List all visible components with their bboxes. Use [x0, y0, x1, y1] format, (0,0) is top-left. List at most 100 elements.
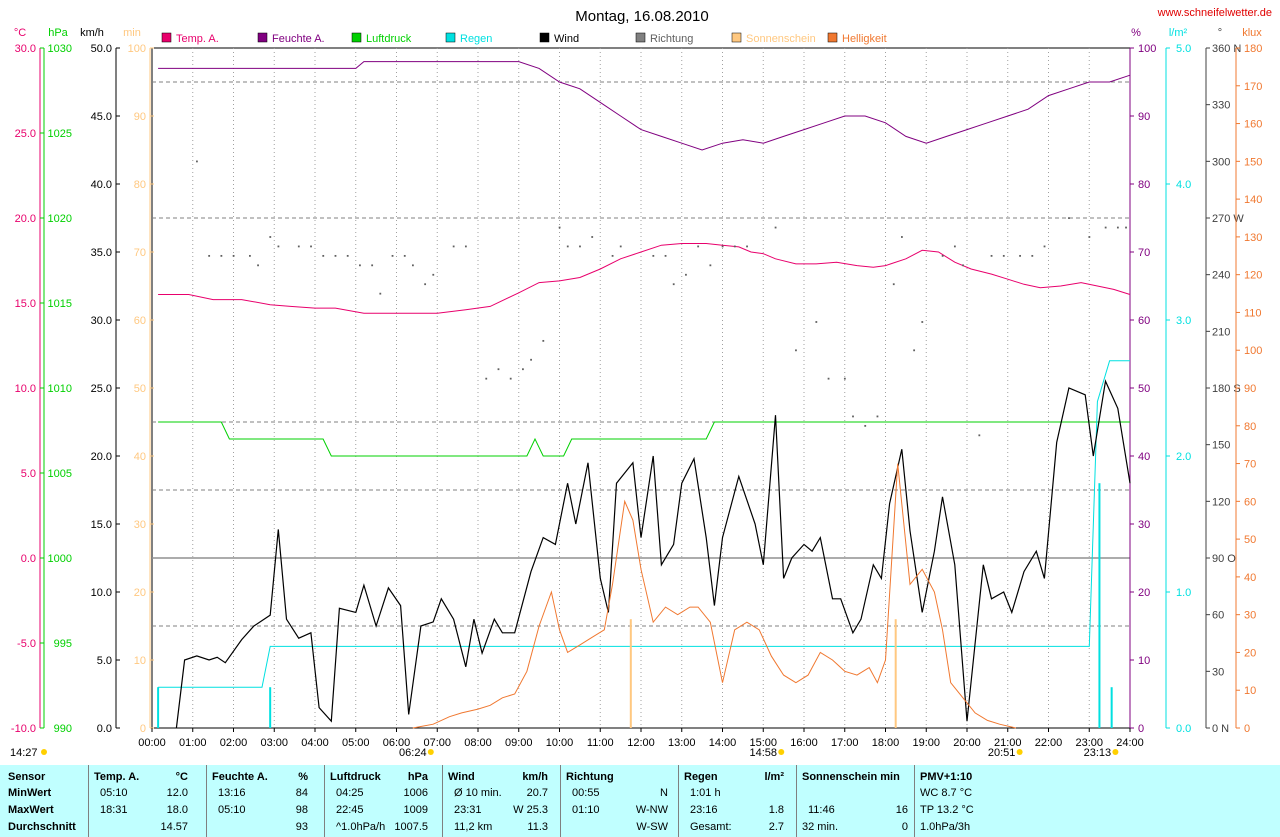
- direction-tick-label: 240: [1212, 270, 1230, 282]
- direction-point: [913, 349, 916, 352]
- brightness-tick-label: 120: [1244, 270, 1262, 282]
- direction-point: [901, 236, 903, 238]
- website-label[interactable]: www.schneifelwetter.de: [1157, 7, 1272, 19]
- weather-chart: Montag, 16.08.2010 www.schneifelwetter.d…: [10, 7, 1272, 759]
- humidity-tick-label: 100: [1138, 43, 1156, 55]
- direction-point: [391, 254, 394, 257]
- dir-min-time: 00:55: [572, 787, 600, 799]
- rain-tick-label: 0.0: [1176, 723, 1191, 735]
- humidity-unit-label: %: [1131, 27, 1141, 39]
- legend-swatch: [731, 32, 742, 43]
- time-marker-label: 14:58: [749, 747, 777, 759]
- sunmin-tick-label: 0: [140, 723, 146, 735]
- direction-point: [990, 254, 993, 257]
- wind-min-value: 20.7: [526, 787, 548, 799]
- direction-point: [591, 236, 594, 238]
- pressure-tick-label: 995: [54, 638, 72, 650]
- sun-header: Sonnenschein min: [802, 771, 900, 783]
- direction-point: [485, 377, 488, 380]
- temp-max-value: 18.0: [166, 804, 188, 816]
- sunmin-tick-label: 60: [134, 315, 146, 327]
- rain-min-time: 1:01 h: [690, 787, 721, 799]
- bar-mark: [1098, 483, 1101, 728]
- direction-point: [371, 264, 374, 267]
- bar-mark: [629, 619, 632, 728]
- press-unit: hPa: [407, 771, 428, 783]
- rain-unit: l/m²: [764, 771, 784, 783]
- time-tick-label: 03:00: [260, 737, 288, 749]
- direction-point: [672, 283, 675, 286]
- direction-point: [709, 264, 712, 267]
- wind-tick-label: 30.0: [91, 315, 112, 327]
- legend-swatch: [635, 32, 646, 43]
- press-header: Luftdruck: [330, 771, 381, 783]
- legend-swatch: [351, 32, 362, 43]
- direction-point: [815, 321, 818, 323]
- direction-point: [558, 226, 561, 229]
- brightness-tick-label: 180: [1244, 43, 1262, 55]
- table-column-divider: [560, 765, 561, 837]
- direction-point: [941, 254, 944, 257]
- sunmin-unit-label: min: [123, 27, 141, 39]
- bar-mark: [269, 687, 272, 728]
- legend-swatch: [539, 32, 550, 43]
- direction-point: [277, 245, 280, 248]
- time-marker-label: 14:27: [10, 747, 38, 759]
- temp-tick-label: 25.0: [15, 128, 36, 140]
- bar-mark: [894, 619, 897, 728]
- direction-tick-label: 150: [1212, 440, 1230, 452]
- humidity-tick-label: 90: [1138, 111, 1150, 123]
- pressure-tick-label: 1020: [48, 213, 72, 225]
- brightness-tick-label: 80: [1244, 421, 1256, 433]
- direction-point: [509, 377, 512, 380]
- temp-tick-label: 20.0: [15, 213, 36, 225]
- direction-tick-label: 90 O: [1212, 553, 1236, 565]
- humidity-tick-label: 30: [1138, 519, 1150, 531]
- wind-min-time: Ø 10 min.: [454, 787, 502, 799]
- direction-point: [424, 283, 427, 286]
- temp-tick-label: 10.0: [15, 383, 36, 395]
- humidity-tick-label: 70: [1138, 247, 1150, 259]
- table-column-divider: [442, 765, 443, 837]
- regen-series-line: [158, 360, 1130, 688]
- sunmin-tick-label: 90: [134, 111, 146, 123]
- humidity-tick-label: 80: [1138, 179, 1150, 191]
- direction-point: [257, 264, 259, 267]
- pmv-avg: 1.0hPa/3h: [920, 821, 971, 833]
- sunmin-tick-label: 40: [134, 451, 146, 463]
- time-marker-label: 20:51: [988, 747, 1016, 759]
- hum-min-time: 13:16: [218, 787, 246, 799]
- sunmin-tick-label: 80: [134, 179, 146, 191]
- direction-tick-label: 300: [1212, 156, 1230, 168]
- brightness-tick-label: 130: [1244, 232, 1262, 244]
- luftdruck-series-line: [158, 421, 1130, 457]
- direction-tick-label: 30: [1212, 666, 1224, 678]
- direction-point: [497, 368, 500, 371]
- pressure-tick-label: 990: [54, 723, 72, 735]
- direction-tick-label: 360 N: [1212, 43, 1241, 55]
- brightness-tick-label: 20: [1244, 647, 1256, 659]
- temp-tick-label: 0.0: [21, 553, 36, 565]
- humidity-tick-label: 60: [1138, 315, 1150, 327]
- rain-tick-label: 1.0: [1176, 587, 1191, 599]
- rain-tick-label: 3.0: [1176, 315, 1191, 327]
- time-tick-label: 22:00: [1035, 737, 1063, 749]
- direction-point: [310, 245, 312, 248]
- direction-point: [1019, 254, 1021, 257]
- brightness-tick-label: 140: [1244, 194, 1262, 206]
- time-tick-label: 05:00: [342, 737, 370, 749]
- direction-point: [464, 245, 467, 248]
- bar-mark: [157, 687, 160, 728]
- temp-tick-label: 5.0: [21, 468, 36, 480]
- direction-unit-label: °: [1218, 27, 1222, 39]
- time-tick-label: 07:00: [423, 737, 451, 749]
- direction-tick-label: 60: [1212, 610, 1224, 622]
- temp-unit-label: °C: [14, 27, 26, 39]
- time-tick-label: 01:00: [179, 737, 207, 749]
- table-column-divider: [796, 765, 797, 837]
- direction-point: [864, 424, 867, 427]
- direction-point: [1002, 254, 1005, 257]
- brightness-tick-label: 10: [1244, 685, 1256, 697]
- legend-label: Regen: [460, 33, 492, 45]
- wind-tick-label: 5.0: [97, 655, 112, 667]
